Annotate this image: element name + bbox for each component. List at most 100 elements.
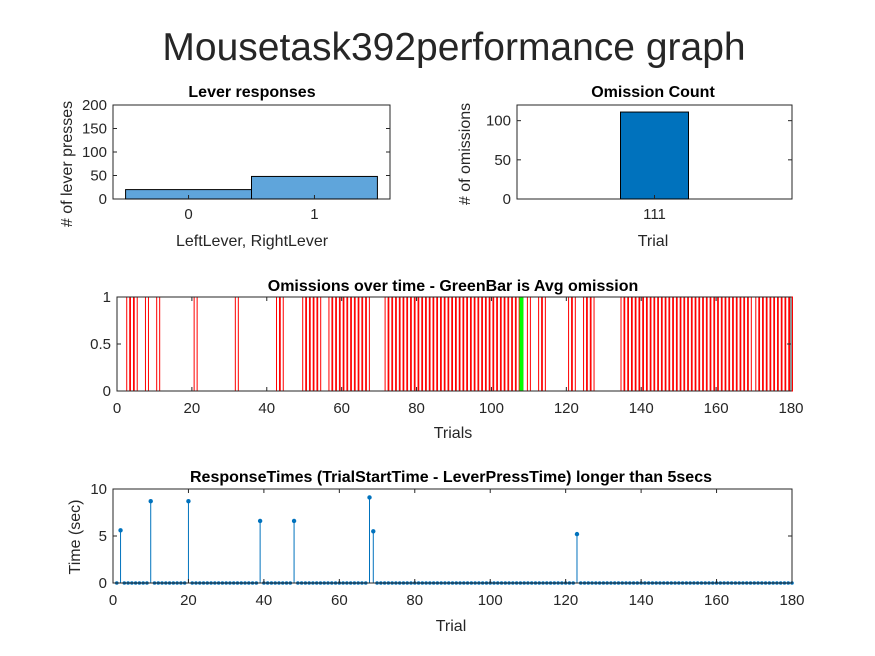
figure-title: Mousetask392performance graph — [162, 26, 745, 69]
resptime-xtick-label: 160 — [704, 592, 729, 609]
omission-trial-bar — [309, 296, 314, 392]
omission-trial-bar — [526, 296, 531, 392]
omission-trial-bar — [586, 296, 591, 392]
omission-trial-bar — [740, 296, 745, 392]
omission-trial-bar — [717, 296, 722, 392]
omission-trial-bar — [388, 296, 393, 392]
omission-trial-bar — [571, 296, 576, 392]
resptime-xtick-label: 0 — [109, 592, 117, 609]
omission-ytick-label: 0 — [503, 191, 511, 208]
omission-trial-bar — [422, 296, 427, 392]
omission-trial-bar — [335, 296, 340, 392]
omission-trial-bar — [699, 296, 704, 392]
omtime-xtick-label: 120 — [554, 400, 579, 417]
lever-responses-chart: Lever responses LeftLever, RightLever # … — [59, 84, 391, 250]
omission-trial-bar — [156, 296, 161, 392]
omission-chart-xlabel: Trial — [638, 233, 669, 250]
omission-trial-bar — [665, 296, 670, 392]
omission-trial-bar — [650, 296, 655, 392]
omission-trial-bar — [541, 296, 546, 392]
omission-trial-bar — [635, 296, 640, 392]
omission-trial-bar — [732, 296, 737, 392]
omission-trial-bar — [657, 296, 662, 392]
omission-xtick-label: 111 — [643, 206, 666, 223]
omission-trial-bar — [425, 296, 430, 392]
resptime-xtick-label: 140 — [629, 592, 654, 609]
omission-trial-bar — [133, 296, 138, 392]
omission-trial-bar — [470, 296, 475, 392]
resptime-xtick-label: 100 — [478, 592, 503, 609]
omission-trial-bar — [583, 296, 588, 392]
omission-trial-bar — [714, 296, 719, 392]
response-time-point — [291, 518, 297, 524]
omission-trial-bar — [444, 296, 449, 392]
omission-trial-bar — [474, 296, 479, 392]
omission-trial-bar — [538, 296, 543, 392]
omission-trial-bar — [440, 296, 445, 392]
resptime-ytick-label: 5 — [99, 528, 107, 545]
response-time-point — [186, 499, 191, 504]
omission-trial-bar — [500, 296, 505, 392]
omission-trial-bar — [702, 296, 707, 392]
omission-chart-title: Omission Count — [591, 84, 715, 101]
response-time-point — [371, 529, 376, 534]
omission-trial-bar — [661, 296, 666, 392]
lever-chart-title: Lever responses — [188, 84, 315, 101]
omission-trial-bar — [481, 296, 486, 392]
omission-trial-bar — [395, 296, 400, 392]
omission-trial-bar — [736, 296, 741, 392]
omission-trial-bar — [414, 296, 419, 392]
omission-trial-bar — [478, 296, 483, 392]
response-time-point — [148, 499, 153, 504]
omission-trial-bar — [684, 296, 689, 392]
omission-trial-bar — [129, 296, 134, 392]
lever-chart-ylabel: # of lever presses — [59, 101, 76, 227]
omtime-xtick-label: 160 — [704, 400, 729, 417]
omission-trial-bar — [193, 296, 198, 392]
omtime-xtick-label: 180 — [778, 400, 803, 417]
omission-trial-bar — [392, 296, 397, 392]
lever-ytick-label: 200 — [82, 97, 107, 114]
omission-ytick-label: 50 — [494, 152, 511, 169]
omission-trial-bar — [496, 296, 501, 392]
omission-trial-bar — [781, 296, 786, 392]
omission-trial-bar — [489, 296, 494, 392]
omission-ytick-label: 100 — [486, 113, 511, 130]
omission-trial-bar — [485, 296, 490, 392]
omtime-xtick-label: 0 — [113, 400, 121, 417]
omission-trial-bar — [403, 296, 408, 392]
omission-trial-bar — [407, 296, 412, 392]
omission-trial-bar — [676, 296, 681, 392]
omission-trial-bar — [755, 296, 760, 392]
resptime-xtick-label: 180 — [779, 592, 804, 609]
omission-trial-bar — [590, 296, 595, 392]
omission-trial-bar — [429, 296, 434, 392]
response-times-chart: ResponseTimes (TrialStartTime - LeverPre… — [67, 469, 805, 635]
omission-trial-bar — [433, 296, 438, 392]
omission-trial-bar — [721, 296, 726, 392]
lever-ytick-label: 100 — [82, 144, 107, 161]
omission-trial-bar — [774, 296, 779, 392]
omtime-ytick-label: 1 — [103, 289, 111, 306]
omission-trial-bar — [691, 296, 696, 392]
resptime-xtick-label: 20 — [180, 592, 197, 609]
omission-trial-bar — [437, 296, 442, 392]
omission-trial-bar — [729, 296, 734, 392]
omission-trial-bar — [504, 296, 509, 392]
omission-trial-bar — [459, 296, 464, 392]
omission-trial-bar — [399, 296, 404, 392]
omission-chart-ylabel: # of omissions — [457, 103, 474, 205]
omission-trial-bar — [493, 296, 498, 392]
resptime-axes-box — [112, 488, 793, 584]
resptime-ytick-label: 10 — [90, 481, 107, 498]
omtime-chart-title: Omissions over time - GreenBar is Avg om… — [268, 278, 638, 295]
omission-trial-bar — [680, 296, 685, 392]
omission-trial-bar — [343, 296, 348, 392]
omission-trial-bar — [747, 296, 752, 392]
omission-trial-bar — [313, 296, 318, 392]
omission-trial-bar — [452, 296, 456, 392]
omission-trial-bar — [347, 296, 352, 392]
resptime-ytick-label: 0 — [99, 575, 107, 592]
omission-trial-bar — [669, 296, 674, 392]
omission-trial-bar — [354, 296, 359, 392]
